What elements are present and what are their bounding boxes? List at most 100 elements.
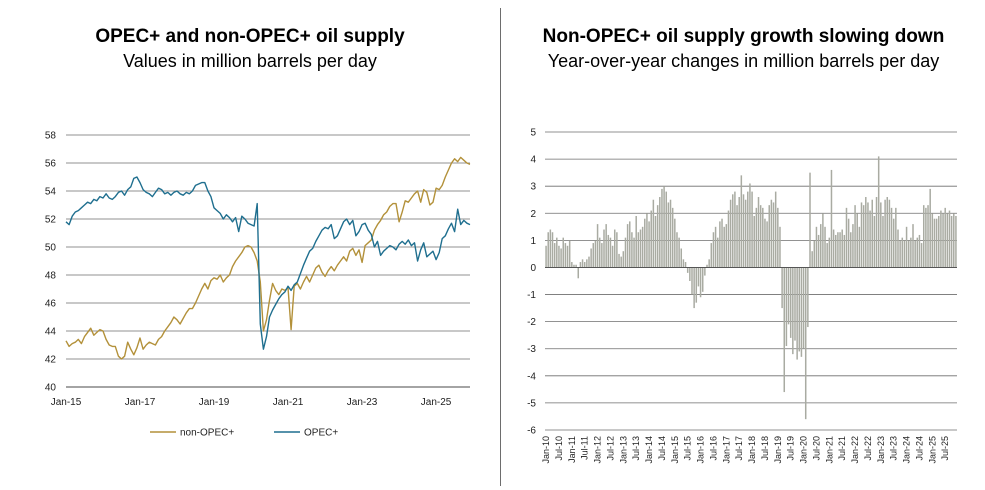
y-tick-label: 4	[530, 155, 536, 166]
bar	[867, 202, 869, 268]
bar	[598, 237, 601, 268]
x-tick-label: Jul-20	[811, 436, 821, 461]
x-tick-label: Jan-21	[273, 397, 304, 408]
bar	[564, 243, 567, 268]
bar	[955, 215, 957, 268]
x-tick-label: Jan-15	[51, 397, 82, 408]
bar	[922, 205, 925, 268]
bar	[712, 232, 715, 268]
bar	[914, 240, 916, 268]
left-chart-title: OPEC+ and non-OPEC+ oil supply	[95, 26, 405, 47]
x-tick-label: Jul-18	[760, 436, 770, 461]
bar	[549, 229, 552, 268]
bar	[744, 199, 747, 268]
x-tick-label: Jul-25	[940, 436, 950, 461]
bar	[882, 215, 884, 268]
bar	[547, 232, 549, 268]
bar	[890, 207, 893, 268]
x-tick-label: Jul-11	[580, 436, 590, 460]
bar	[740, 175, 743, 268]
bar	[948, 210, 951, 268]
bar	[609, 237, 612, 268]
bar	[783, 267, 786, 393]
y-tick-label: 1	[530, 236, 536, 247]
bar	[862, 205, 865, 268]
bar	[695, 267, 698, 303]
x-tick-label: Jan-15	[670, 436, 680, 464]
y-tick-label: 0	[530, 263, 536, 274]
bar	[886, 197, 889, 268]
bar	[545, 245, 547, 268]
bar	[727, 210, 730, 268]
y-tick-label: 44	[45, 327, 57, 338]
bar	[573, 264, 575, 268]
bar	[678, 237, 680, 268]
bar	[716, 237, 719, 268]
right-chart-panel: Non-OPEC+ oil supply growth slowing down…	[502, 0, 985, 490]
bar	[907, 240, 910, 268]
bar	[916, 237, 919, 268]
bar	[772, 202, 775, 268]
x-tick-label: Jul-16	[708, 436, 718, 461]
y-tick-label: -5	[527, 398, 536, 409]
legend-label-opec: OPEC+	[304, 428, 338, 439]
bar	[601, 243, 603, 268]
bar	[944, 207, 946, 268]
bar	[802, 267, 805, 349]
bar	[571, 262, 573, 268]
bar	[781, 267, 783, 309]
bar	[850, 232, 852, 268]
bar	[590, 248, 592, 268]
series-line-opec	[65, 176, 471, 350]
y-tick-label: -6	[527, 426, 536, 437]
bar	[839, 232, 841, 268]
x-tick-label: Jan-17	[721, 436, 731, 464]
bar	[725, 224, 728, 268]
bar	[596, 224, 599, 268]
bar	[661, 188, 663, 268]
y-tick-label: 42	[45, 355, 57, 366]
bar	[912, 224, 914, 268]
x-tick-label: Jan-22	[850, 436, 860, 464]
x-tick-label: Jan-25	[927, 436, 937, 464]
bar	[579, 262, 582, 268]
bar	[693, 267, 695, 309]
bar	[701, 267, 704, 292]
bar	[888, 199, 891, 268]
y-tick-label: 54	[45, 187, 57, 198]
x-tick-label: Jan-18	[747, 436, 757, 464]
bar	[787, 267, 790, 325]
legend-label-non-opec: non-OPEC+	[180, 428, 234, 439]
bar	[847, 218, 850, 268]
bar	[779, 226, 781, 268]
supply-line-chart: 40 42 44 46 48 50 52 54 56 58 Jan-15 Jan-17 Jan-19 Ja…	[45, 131, 471, 439]
bar	[873, 215, 876, 268]
bar	[723, 226, 725, 268]
bar	[605, 224, 607, 268]
bar	[708, 259, 710, 268]
bar	[938, 215, 940, 268]
bar	[588, 256, 590, 268]
bar	[644, 218, 646, 268]
bar	[624, 237, 627, 268]
bar	[777, 207, 779, 268]
bar	[626, 224, 629, 268]
y-tick-label: 46	[45, 299, 57, 310]
bar	[706, 264, 708, 268]
bar	[940, 210, 942, 268]
bar	[762, 207, 764, 268]
bar	[813, 240, 816, 268]
x-tick-label: Jan-23	[876, 436, 886, 464]
bar	[742, 194, 745, 268]
bar	[865, 197, 867, 268]
bar	[729, 199, 732, 268]
bar	[558, 245, 560, 268]
bar	[830, 169, 833, 268]
bar	[620, 256, 622, 268]
bar	[747, 191, 749, 268]
bar	[877, 156, 880, 268]
bar	[631, 232, 633, 268]
bar	[875, 197, 878, 268]
bar	[699, 267, 702, 298]
bar	[674, 218, 676, 268]
